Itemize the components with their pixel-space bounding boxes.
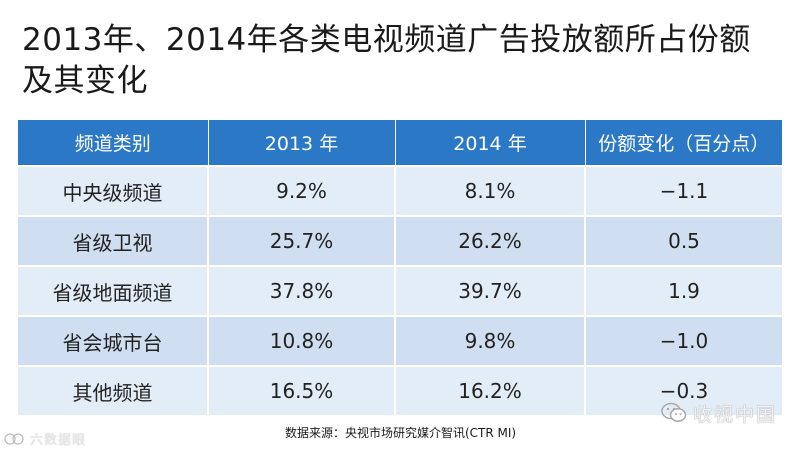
- cell-2014: 39.7%: [394, 265, 585, 316]
- cell-2013: 9.2%: [207, 165, 395, 216]
- data-table: 频道类别 2013 年 2014 年 份额变化（百分点） 中央级频道 9.2% …: [18, 120, 782, 415]
- cell-2014: 16.2%: [394, 365, 585, 415]
- table-row: 中央级频道 9.2% 8.1% −1.1: [18, 165, 782, 216]
- header-share-change: 份额变化（百分点）: [584, 120, 782, 166]
- cell-change: −0.3: [584, 365, 782, 415]
- header-2014: 2014 年: [394, 120, 585, 166]
- watermark-left: 六数据眼: [4, 429, 86, 450]
- logo-icon: [4, 432, 24, 450]
- wechat-icon: [661, 402, 687, 429]
- cell-category: 省级卫视: [18, 215, 208, 266]
- cell-category: 中央级频道: [18, 165, 208, 216]
- cell-2014: 8.1%: [394, 165, 585, 216]
- cell-2013: 25.7%: [207, 215, 395, 266]
- table-row: 省会城市台 10.8% 9.8% −1.0: [18, 315, 782, 366]
- source-note: 数据来源：央视市场研究媒介智讯(CTR MI): [284, 426, 517, 440]
- table-row: 省级卫视 25.7% 26.2% 0.5: [18, 215, 782, 266]
- cell-change: 1.9: [584, 265, 782, 316]
- cell-category: 省级地面频道: [18, 265, 208, 316]
- cell-2013: 37.8%: [207, 265, 395, 316]
- cell-category: 省会城市台: [18, 315, 208, 366]
- table-header-row: 频道类别 2013 年 2014 年 份额变化（百分点）: [18, 120, 782, 166]
- table-row: 省级地面频道 37.8% 39.7% 1.9: [18, 265, 782, 316]
- cell-2013: 10.8%: [207, 315, 395, 366]
- cell-change: 0.5: [584, 215, 782, 266]
- watermark-right: 收视中国: [661, 400, 777, 429]
- header-2013: 2013 年: [207, 120, 395, 166]
- watermark-left-text: 六数据眼: [30, 433, 87, 448]
- page-title: 2013年、2014年各类电视频道广告投放额所占份额及其变化: [22, 22, 751, 99]
- cell-change: −1.0: [584, 315, 782, 366]
- watermark-right-text: 收视中国: [692, 404, 777, 426]
- cell-2013: 16.5%: [207, 365, 395, 415]
- cell-category: 其他频道: [18, 365, 208, 415]
- cell-2014: 26.2%: [394, 215, 585, 266]
- table-row: 其他频道 16.5% 16.2% −0.3: [18, 365, 782, 415]
- cell-2014: 9.8%: [394, 315, 585, 366]
- header-channel-category: 频道类别: [18, 120, 208, 166]
- cell-change: −1.1: [584, 165, 782, 216]
